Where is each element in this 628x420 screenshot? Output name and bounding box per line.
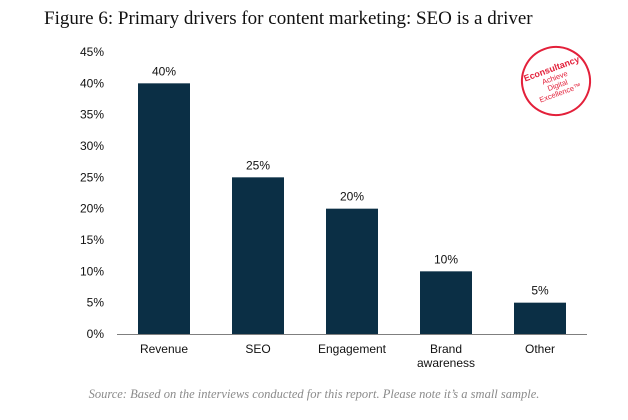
y-tick-label: 45% (80, 45, 104, 59)
bar-chart: 0% 5% 10% 15% 20% 25% 30% 35% 40% 45% 40% 25% 20% 10… (80, 45, 587, 370)
bar-value-label: 5% (531, 284, 549, 298)
bar (420, 271, 472, 334)
bar (232, 177, 284, 334)
category-label: Engagement (318, 342, 387, 356)
bar (326, 208, 378, 334)
bar (514, 302, 566, 334)
bar-value-label: 10% (434, 252, 458, 266)
y-axis-ticks: 0% 5% 10% 15% 20% 25% 30% 35% 40% 45% (80, 45, 104, 341)
bar-value-label: 20% (340, 190, 364, 204)
chart-title: Figure 6: Primary drivers for content ma… (44, 8, 533, 29)
y-tick-label: 20% (80, 202, 104, 216)
y-tick-label: 15% (80, 233, 104, 247)
source-note: Source: Based on the interviews conducte… (88, 387, 540, 401)
y-tick-label: 5% (87, 296, 105, 310)
bar-value-label: 40% (152, 64, 176, 78)
y-tick-label: 35% (80, 108, 104, 122)
y-tick-label: 10% (80, 264, 104, 278)
category-label: Other (525, 342, 555, 356)
category-label: Brand awareness (417, 342, 475, 370)
category-label: SEO (245, 342, 270, 356)
data-labels-group: 40% 25% 20% 10% 5% (152, 64, 549, 297)
y-tick-label: 30% (80, 139, 104, 153)
category-labels-group: Revenue SEO Engagement Brand awareness Other (140, 342, 555, 370)
y-tick-label: 40% (80, 76, 104, 90)
bars-group (138, 83, 566, 334)
bar-value-label: 25% (246, 158, 270, 172)
bar (138, 83, 190, 334)
y-tick-label: 0% (87, 327, 105, 341)
category-label: Revenue (140, 342, 188, 356)
y-tick-label: 25% (80, 170, 104, 184)
